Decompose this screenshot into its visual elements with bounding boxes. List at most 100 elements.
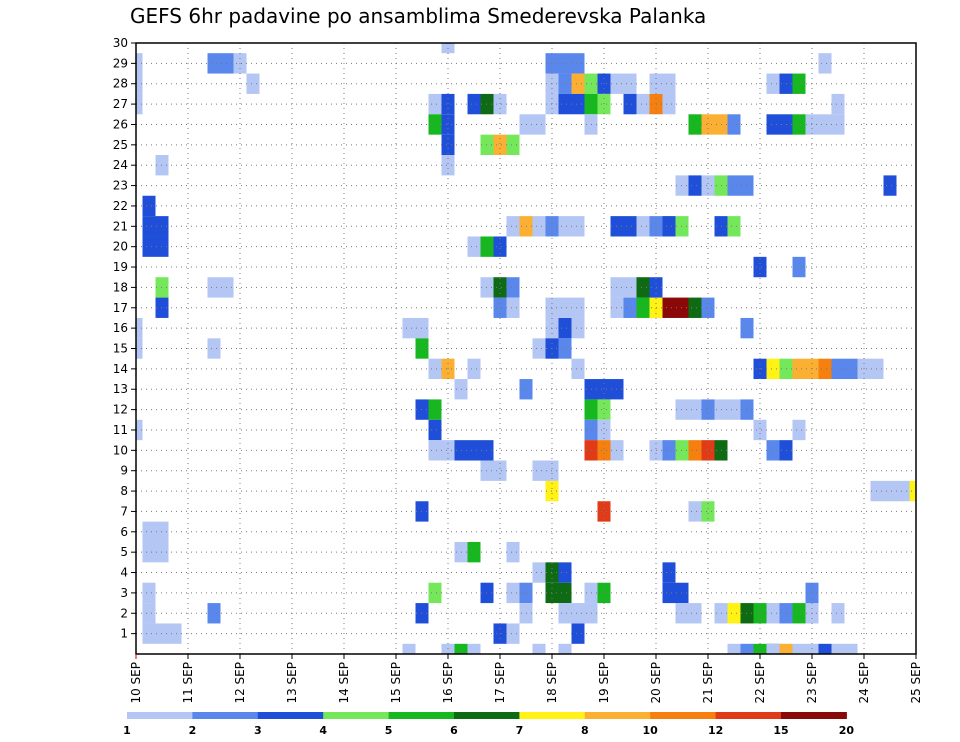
heatmap-cell xyxy=(506,216,520,237)
heatmap-cell xyxy=(506,582,520,604)
heatmap-cell xyxy=(571,73,585,94)
heatmap-cell xyxy=(662,562,676,583)
heatmap-cell xyxy=(207,277,221,298)
heatmap-cell xyxy=(558,643,572,654)
y-tick-label: 20 xyxy=(113,240,128,254)
heatmap-cell xyxy=(597,379,611,400)
colorbar-swatch xyxy=(323,712,390,719)
heatmap-cell xyxy=(467,358,481,380)
y-tick-label: 8 xyxy=(120,484,128,498)
colorbar-swatch xyxy=(650,712,717,719)
heatmap-cell xyxy=(662,582,676,604)
heatmap-cell xyxy=(136,419,143,441)
heatmap-cell xyxy=(662,297,676,318)
chart-title: GEFS 6hr padavine po ansamblima Smederev… xyxy=(130,4,707,28)
heatmap-cell xyxy=(467,236,481,257)
heatmap-cell xyxy=(571,297,585,318)
heatmap-cell xyxy=(688,501,702,522)
colorbar-label: 10 xyxy=(643,724,659,737)
x-tick-label: 15 SEP xyxy=(389,662,403,704)
y-tick-label: 4 xyxy=(120,566,128,580)
heatmap-cell xyxy=(428,419,442,441)
heatmap-cell xyxy=(493,460,507,481)
heatmap-cell xyxy=(740,643,754,654)
heatmap-cell xyxy=(402,317,416,339)
heatmap-cell xyxy=(493,277,507,298)
x-tick-label: 23 SEP xyxy=(805,662,819,704)
y-axis: 1234567891011121314151617181920212223242… xyxy=(113,36,136,641)
heatmap-cell xyxy=(597,399,611,420)
heatmap-cell xyxy=(168,623,182,644)
colorbar-label: 4 xyxy=(319,724,327,737)
colorbar-swatch xyxy=(519,712,586,719)
heatmap-cell xyxy=(558,297,572,318)
heatmap-cell xyxy=(428,114,442,135)
y-tick-label: 15 xyxy=(113,342,128,356)
heatmap-cell xyxy=(688,175,702,196)
heatmap-cell xyxy=(597,582,611,604)
colorbar-label: 20 xyxy=(839,724,855,737)
heatmap-cell xyxy=(623,93,637,115)
heatmap-cell xyxy=(207,53,221,74)
heatmap-cell xyxy=(441,440,455,461)
heatmap-cell xyxy=(701,440,715,461)
y-tick-label: 9 xyxy=(120,464,128,478)
heatmap-cell xyxy=(571,358,585,380)
heatmap-cell xyxy=(428,399,442,420)
colorbar-label: 7 xyxy=(516,724,524,737)
y-tick-label: 24 xyxy=(113,158,128,172)
heatmap-cell xyxy=(792,358,806,380)
heatmap-cell xyxy=(558,216,572,237)
y-tick-label: 3 xyxy=(120,586,128,600)
heatmap-cell xyxy=(662,216,676,237)
heatmap-cell xyxy=(766,73,780,94)
heatmap-cell xyxy=(818,114,832,135)
grid xyxy=(136,43,916,654)
heatmap-cell xyxy=(558,317,572,339)
heatmap-cell xyxy=(636,297,650,318)
heatmap-cell xyxy=(662,440,676,461)
colorbar-swatch xyxy=(257,712,324,719)
x-tick-label: 10 SEP xyxy=(129,662,143,704)
heatmap-cell xyxy=(597,93,611,115)
y-tick-label: 30 xyxy=(113,36,128,50)
heatmap-cell xyxy=(766,114,780,135)
colorbar-swatch xyxy=(781,712,847,719)
heatmap-cell xyxy=(831,358,845,380)
heatmap-cell xyxy=(142,603,156,624)
heatmap-cell xyxy=(844,643,858,654)
heatmap-cell xyxy=(766,603,780,624)
x-tick-label: 24 SEP xyxy=(857,662,871,704)
x-tick-label: 18 SEP xyxy=(545,662,559,704)
heatmap-cell xyxy=(532,338,546,359)
heatmap-cell xyxy=(792,114,806,135)
heatmap-cell xyxy=(688,603,702,624)
heatmap-cell xyxy=(558,603,572,624)
x-tick-label: 13 SEP xyxy=(285,662,299,704)
heatmap-cell xyxy=(753,256,767,278)
colorbar-swatch xyxy=(454,712,520,719)
heatmap-cell xyxy=(688,399,702,420)
heatmap-cell xyxy=(571,317,585,339)
heatmap-cell xyxy=(623,216,637,237)
colorbar-label: 8 xyxy=(581,724,589,737)
heatmap-cell xyxy=(909,480,916,502)
heatmap-cell xyxy=(571,93,585,115)
heatmap-cell xyxy=(506,623,520,644)
x-tick-label: 16 SEP xyxy=(441,662,455,704)
heatmap-cell xyxy=(467,93,481,115)
heatmap-cell xyxy=(142,236,156,257)
heatmap-cell xyxy=(428,93,442,115)
heatmap-cell xyxy=(506,297,520,318)
y-tick-label: 29 xyxy=(113,56,128,70)
heatmap-cell xyxy=(402,643,416,654)
heatmap-cell xyxy=(142,521,156,542)
heatmap-cell xyxy=(558,53,572,74)
heatmap-cell xyxy=(766,440,780,461)
heatmap-cell xyxy=(701,399,715,420)
colorbar-label: 2 xyxy=(189,724,197,737)
heatmap-cell xyxy=(142,216,156,237)
colorbar: 1 2 3 4 5 6 7 8 10 12 15 20 xyxy=(123,712,854,737)
x-tick-label: 17 SEP xyxy=(493,662,507,704)
